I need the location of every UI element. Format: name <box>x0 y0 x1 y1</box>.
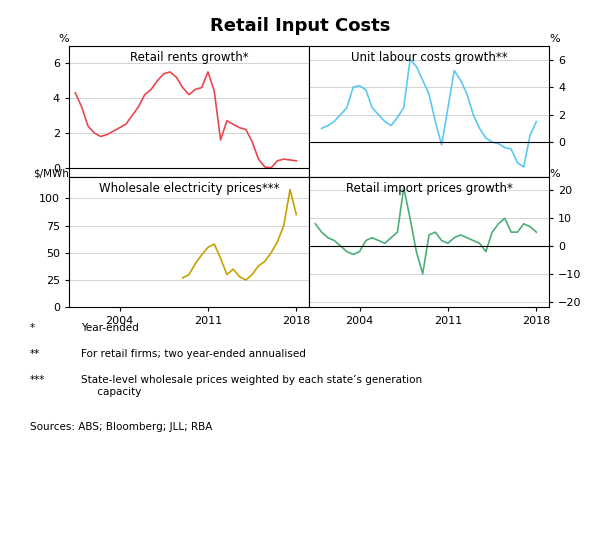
Text: Year-ended: Year-ended <box>81 323 139 334</box>
Text: ***: *** <box>30 375 46 385</box>
Text: $/MWh: $/MWh <box>33 169 69 179</box>
Text: Retail Input Costs: Retail Input Costs <box>210 17 390 35</box>
Text: %: % <box>549 169 560 179</box>
Text: For retail firms; two year-ended annualised: For retail firms; two year-ended annuali… <box>81 349 306 360</box>
Text: Sources: ABS; Bloomberg; JLL; RBA: Sources: ABS; Bloomberg; JLL; RBA <box>30 421 212 432</box>
Text: %: % <box>549 34 560 44</box>
Text: Unit labour costs growth**: Unit labour costs growth** <box>350 51 508 64</box>
Text: Retail import prices growth*: Retail import prices growth* <box>346 182 512 195</box>
Text: Retail rents growth*: Retail rents growth* <box>130 51 248 64</box>
Text: *: * <box>30 323 35 334</box>
Text: %: % <box>58 34 69 44</box>
Text: State-level wholesale prices weighted by each state’s generation
     capacity: State-level wholesale prices weighted by… <box>81 375 422 397</box>
Text: Wholesale electricity prices***: Wholesale electricity prices*** <box>99 182 279 195</box>
Text: **: ** <box>30 349 40 360</box>
